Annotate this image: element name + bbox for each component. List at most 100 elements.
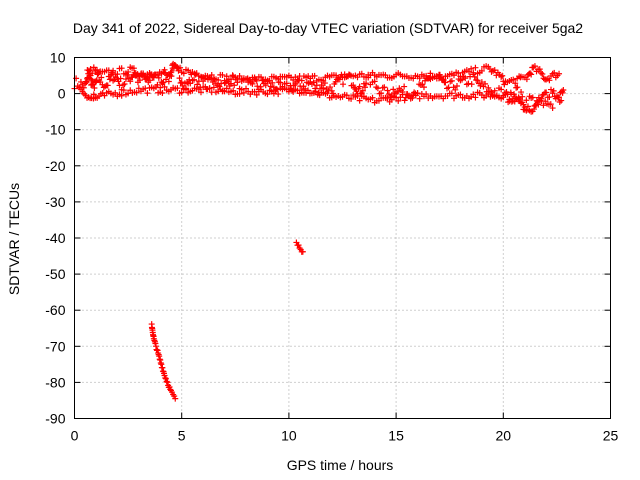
data-point-lower-strokes <box>324 90 331 97</box>
data-point-main-band <box>80 84 87 91</box>
data-point-main-band <box>477 82 484 89</box>
data-point-lower-strokes <box>532 102 539 109</box>
data-point-upper-strokes <box>501 81 508 88</box>
data-point-main-band <box>216 83 223 90</box>
data-point-upper-strokes <box>539 71 546 78</box>
data-point-lower-strokes <box>264 91 271 98</box>
y-tick-label: 0 <box>58 86 66 102</box>
data-point-main-band <box>478 79 485 86</box>
data-point-main-band <box>283 80 290 87</box>
y-tick-label: -30 <box>45 194 65 210</box>
data-point-main-band <box>117 75 124 82</box>
y-tick-label: -60 <box>45 302 65 318</box>
y-tick-label: -90 <box>45 411 65 427</box>
plot-frame <box>74 57 611 419</box>
data-point-lower-strokes <box>223 85 230 92</box>
tick-labels: 0 5 10 15 20 25 10 0 -10 -20 -30 -40 -50 -60 -70 -80 -90 <box>45 50 618 444</box>
data-point-main-band <box>120 81 127 88</box>
data-point-lower-strokes <box>519 99 526 106</box>
data-point-main-band <box>155 74 162 81</box>
data-point-main-band <box>559 89 566 96</box>
data-point-main-band <box>362 84 369 91</box>
data-point-upper-strokes <box>208 71 215 78</box>
data-point-main-band <box>316 85 323 92</box>
data-point-lower-strokes <box>535 101 542 108</box>
data-point-upper-strokes <box>333 72 340 79</box>
data-point-lower-strokes <box>547 101 554 108</box>
data-point-upper-strokes <box>478 67 485 74</box>
data-point-lower-strokes <box>549 105 556 112</box>
data-point-upper-strokes <box>468 65 475 72</box>
data-point-main-band <box>465 80 472 87</box>
y-tick-label: -40 <box>45 230 65 246</box>
data-point-main-band <box>328 87 335 94</box>
data-point-main-band <box>474 77 481 84</box>
data-point-main-band <box>363 80 370 87</box>
data-point-upper-strokes <box>232 74 239 81</box>
data-point-outlier-03h <box>164 379 171 386</box>
data-point-lower-strokes <box>414 90 421 97</box>
data-point-upper-strokes <box>472 64 479 71</box>
data-point-lower-strokes <box>112 89 119 96</box>
data-point-main-band <box>93 78 100 85</box>
data-point-upper-strokes <box>551 69 558 76</box>
data-point-lower-strokes <box>470 91 477 98</box>
data-point-main-band <box>159 80 166 87</box>
data-point-upper-strokes <box>90 64 97 71</box>
y-tick-label: -70 <box>45 338 65 354</box>
data-point-upper-strokes <box>556 70 563 77</box>
data-point-main-band <box>165 78 172 85</box>
data-point-main-band <box>448 77 455 84</box>
data-point-lower-strokes <box>161 83 168 90</box>
data-point-main-band <box>146 77 153 84</box>
data-point-lower-strokes <box>178 89 185 96</box>
data-point-lower-strokes <box>288 85 295 92</box>
data-point-main-band <box>127 78 134 85</box>
data-point-lower-strokes <box>120 87 127 94</box>
data-point-upper-strokes <box>510 76 517 83</box>
data-point-upper-strokes <box>425 75 432 82</box>
data-point-upper-strokes <box>177 64 184 71</box>
data-point-main-band <box>371 78 378 85</box>
data-point-upper-strokes <box>247 78 254 85</box>
data-point-main-band <box>121 80 128 87</box>
data-point-lower-strokes <box>210 84 217 91</box>
data-point-main-band <box>277 79 284 86</box>
data-point-upper-strokes <box>180 70 187 77</box>
data-point-lower-strokes <box>312 88 319 95</box>
data-point-upper-strokes <box>491 67 498 74</box>
data-point-main-band <box>231 82 238 89</box>
data-point-outlier-03h <box>162 374 169 381</box>
y-tick-label: 10 <box>50 50 66 66</box>
data-point-lower-strokes <box>253 91 260 98</box>
data-point-main-band <box>452 86 459 93</box>
data-point-lower-strokes <box>401 97 408 104</box>
x-tick-label: 25 <box>603 428 619 444</box>
y-tick-label: -80 <box>45 374 65 390</box>
data-point-main-band <box>468 81 475 88</box>
data-point-main-band <box>262 82 269 89</box>
data-point-upper-strokes <box>236 72 243 79</box>
data-point-lower-strokes <box>384 95 391 102</box>
data-point-upper-strokes <box>536 66 543 73</box>
x-tick-label: 15 <box>388 428 404 444</box>
data-point-lower-strokes <box>118 92 125 99</box>
data-point-main-band <box>482 80 489 87</box>
data-point-main-band <box>85 75 92 82</box>
data-point-main-band <box>310 79 317 86</box>
data-point-main-band <box>359 87 366 94</box>
data-point-main-band <box>267 83 274 90</box>
data-point-lower-strokes <box>348 95 355 102</box>
data-point-main-band <box>558 97 565 104</box>
data-point-main-band <box>104 82 111 89</box>
data-point-upper-strokes <box>215 76 222 83</box>
data-point-main-band <box>98 74 105 81</box>
data-point-upper-strokes <box>512 80 519 87</box>
data-point-lower-strokes <box>273 85 280 92</box>
data-point-upper-strokes <box>440 76 447 83</box>
data-point-lower-strokes <box>144 90 151 97</box>
x-tick-label: 5 <box>178 428 186 444</box>
data-point-upper-strokes <box>546 77 553 84</box>
data-point-main-band <box>442 79 449 86</box>
data-point-upper-strokes <box>219 71 226 78</box>
